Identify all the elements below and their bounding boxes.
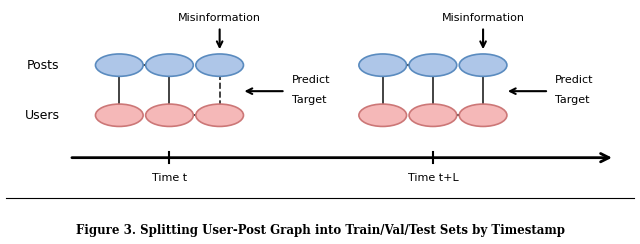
Ellipse shape	[409, 104, 457, 126]
Ellipse shape	[460, 104, 507, 126]
Ellipse shape	[460, 54, 507, 76]
Ellipse shape	[95, 54, 143, 76]
Text: Predict: Predict	[292, 75, 330, 85]
Text: Misinformation: Misinformation	[178, 13, 261, 23]
Text: Predict: Predict	[556, 75, 594, 85]
Text: Figure 3. Splitting User-Post Graph into Train/Val/Test Sets by Timestamp: Figure 3. Splitting User-Post Graph into…	[76, 224, 564, 237]
Ellipse shape	[359, 104, 406, 126]
Ellipse shape	[146, 54, 193, 76]
Text: Misinformation: Misinformation	[442, 13, 525, 23]
Ellipse shape	[409, 54, 457, 76]
Text: Target: Target	[292, 95, 326, 105]
Text: Posts: Posts	[28, 59, 60, 72]
Ellipse shape	[95, 104, 143, 126]
Ellipse shape	[359, 54, 406, 76]
Ellipse shape	[196, 104, 243, 126]
Text: Time t: Time t	[152, 173, 187, 183]
Text: Users: Users	[25, 109, 60, 122]
Ellipse shape	[196, 54, 243, 76]
Ellipse shape	[146, 104, 193, 126]
Text: Target: Target	[556, 95, 589, 105]
Text: Time t+L: Time t+L	[408, 173, 458, 183]
